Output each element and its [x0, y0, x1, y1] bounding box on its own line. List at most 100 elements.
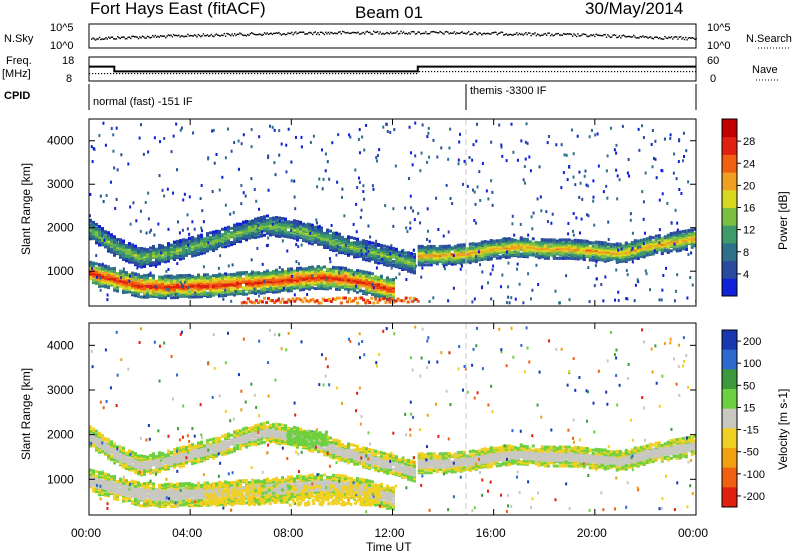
nsky-point: [626, 35, 628, 38]
power-cell: [477, 242, 481, 246]
power-cell: [146, 276, 149, 280]
power-cell: [110, 267, 113, 271]
nsky-point: [557, 32, 560, 35]
nave-point: [650, 71, 652, 73]
nsky-point: [144, 37, 146, 39]
power-cell: [182, 293, 185, 297]
nsky-point: [443, 33, 445, 35]
nsky-point: [176, 35, 179, 37]
power-cell: [176, 244, 179, 248]
power-cell: [353, 241, 356, 245]
power-cell: [167, 242, 170, 246]
power-cell: [648, 242, 652, 246]
nsky-point: [643, 36, 645, 38]
power-cell: [185, 290, 188, 294]
power-cell: [245, 273, 248, 277]
power-cell: [110, 235, 113, 239]
power-cell: [257, 289, 260, 293]
nave-point: [317, 73, 319, 75]
power-cell: [486, 251, 490, 255]
power-cell: [119, 238, 122, 242]
power-cell: [621, 244, 625, 248]
power-cell: [398, 260, 401, 264]
nave-point: [95, 73, 97, 75]
nave-point: [191, 73, 193, 75]
nsky-point: [313, 31, 315, 34]
nave-point: [143, 73, 145, 75]
power-cell: [338, 245, 341, 249]
power-cell: [131, 243, 134, 247]
nsky-point: [266, 32, 268, 34]
nsky-point: [386, 31, 388, 34]
power-cell: [209, 235, 212, 239]
power-cell: [221, 291, 224, 295]
power-cell: [477, 248, 481, 252]
nsky-point: [284, 33, 287, 36]
nsky-point: [620, 37, 622, 39]
power-cell: [323, 240, 326, 244]
power-cell: [540, 238, 544, 242]
power-cell: [266, 282, 269, 286]
power-cell: [410, 269, 413, 273]
power-cell: [356, 271, 359, 275]
power-cell: [245, 270, 248, 274]
power-cell: [107, 273, 110, 277]
power-cell: [287, 267, 290, 271]
power-cell: [125, 257, 128, 261]
power-cell: [101, 242, 104, 246]
nave-point: [227, 73, 229, 75]
power-cell: [245, 238, 248, 242]
power-cell: [669, 232, 673, 236]
power-cell: [110, 247, 113, 251]
power-cell: [140, 258, 143, 262]
power-cell: [296, 223, 299, 227]
power-cell: [607, 220, 610, 224]
nsky-point: [534, 32, 536, 34]
power-cell: [254, 275, 257, 279]
power-cell: [651, 236, 655, 240]
power-cell: [209, 287, 212, 291]
power-cell: [251, 290, 254, 294]
power-cell: [582, 256, 586, 260]
nsky-point: [187, 33, 189, 36]
power-cell: [140, 254, 143, 258]
power-cell: [287, 225, 290, 229]
power-cell: [131, 253, 134, 257]
nsky-point: [422, 32, 424, 35]
nsky-point: [377, 31, 379, 33]
power-cell: [558, 253, 562, 257]
power-cell: [341, 282, 344, 286]
nave-point: [431, 71, 433, 73]
power-cell: [167, 255, 170, 259]
power-cell: [194, 294, 197, 298]
power-cell: [543, 249, 547, 253]
power-cell: [549, 249, 553, 253]
nsky-point: [587, 35, 589, 38]
nsky-point: [682, 36, 684, 39]
nsky-point: [438, 32, 440, 34]
nsky-point: [299, 31, 301, 33]
power-cell: [326, 267, 329, 271]
nsky-point: [566, 33, 569, 35]
nsky-point: [653, 36, 656, 39]
nsky-point: [124, 38, 127, 40]
power-cell: [308, 229, 311, 233]
power-cell: [594, 240, 598, 244]
nsky-point: [315, 33, 318, 36]
power-cell: [672, 238, 676, 242]
nave-point: [182, 73, 184, 75]
power-cell: [350, 250, 353, 254]
power-cell: [275, 223, 278, 227]
power-cell: [510, 237, 514, 241]
nsky-point: [140, 37, 142, 39]
nsky-point: [92, 37, 94, 39]
power-cell: [263, 278, 266, 282]
power-cell: [603, 241, 607, 245]
power-cell: [654, 234, 658, 238]
nave-point: [257, 73, 259, 75]
power-cell: [353, 270, 356, 274]
power-cell: [513, 245, 517, 249]
power-cell: [666, 245, 670, 249]
nsky-point: [481, 34, 483, 36]
